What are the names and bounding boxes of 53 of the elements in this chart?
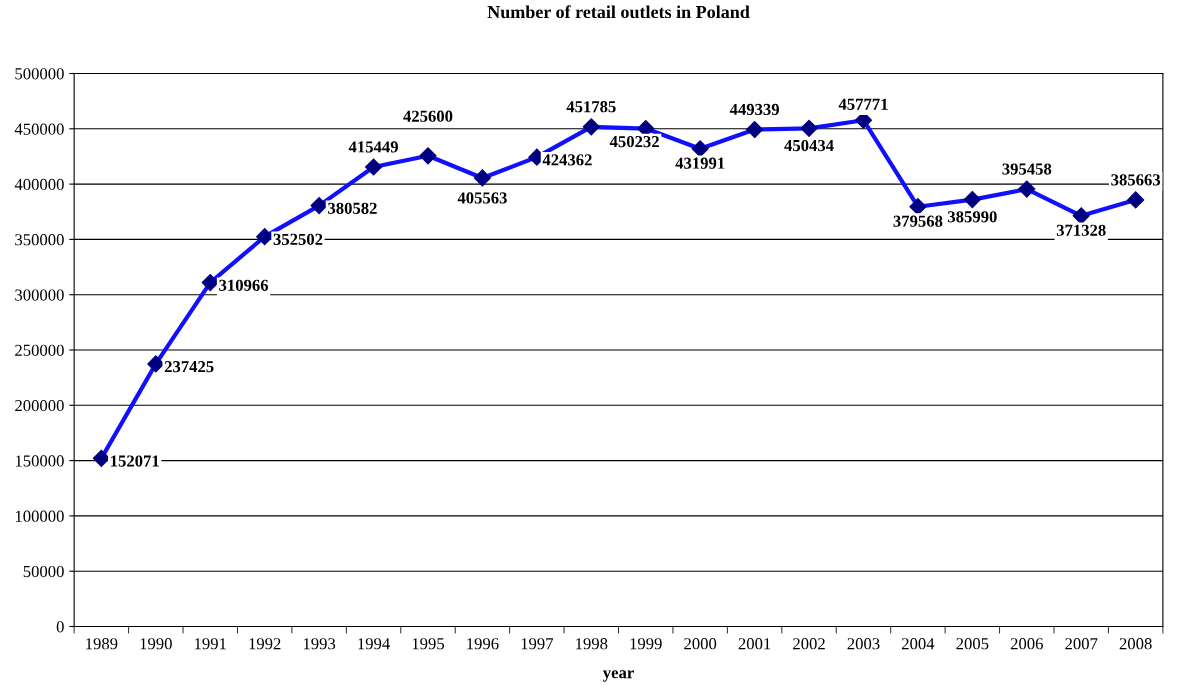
x-tick-label: 1993 [303,638,336,650]
data-label: 451785 [566,101,616,113]
y-tick-label: 50000 [23,565,64,578]
x-tick-label: 2000 [684,638,717,650]
x-tick-label: 2004 [901,638,935,650]
y-tick-label: 350000 [15,234,64,246]
x-tick-label: 1989 [86,638,118,650]
x-tick-label: 2008 [1119,638,1152,650]
data-label: 371328 [1056,224,1106,236]
y-tick-label: 500000 [15,68,64,80]
data-label: 405563 [457,192,507,204]
y-tick-label: 0 [56,621,64,633]
y-tick-label: 400000 [14,178,64,191]
x-tick-label: 2001 [738,638,771,650]
data-label: 431991 [675,157,725,169]
data-label: 450232 [609,135,659,148]
x-tick-label: 1991 [195,638,226,650]
data-label: 310966 [219,279,269,291]
data-label: 415449 [348,141,398,153]
y-tick-label: 150000 [15,455,64,467]
data-label: 449339 [729,103,779,116]
data-label: 385663 [1111,174,1161,186]
data-label: 152071 [111,455,159,467]
x-tick-label: 1999 [630,638,662,650]
data-label: 424362 [542,154,592,166]
x-tick-label: 1995 [412,638,444,650]
y-tick-label: 450000 [14,123,64,135]
data-label: 457771 [838,98,888,110]
data-label: 237425 [164,361,214,373]
data-label: 352502 [273,233,323,245]
y-tick-label: 100000 [15,510,64,522]
x-tick-label: 1994 [358,638,390,650]
data-label: 385990 [947,211,997,223]
x-tick-label: 1990 [140,638,172,650]
x-tick-label: 2002 [793,638,825,650]
data-label: 425600 [403,110,453,122]
data-label: 379568 [893,215,943,227]
chart-title: Number of retail outlets in Poland [487,5,750,19]
x-axis-title: year [602,670,634,682]
x-tick-label: 2005 [956,638,989,650]
y-tick-label: 200000 [15,400,64,412]
y-tick-label: 250000 [15,344,64,356]
y-tick-label: 300000 [15,289,64,301]
data-label: 450434 [784,139,834,152]
x-tick-label: 1997 [521,638,554,650]
x-tick-label: 1996 [467,638,499,650]
x-tick-label: 2003 [847,638,880,650]
x-tick-label: 2007 [1065,638,1098,650]
x-tick-label: 1998 [576,638,608,650]
data-label: 380582 [328,202,377,214]
data-label: 395458 [1002,163,1052,175]
x-tick-label: 2006 [1010,638,1043,650]
x-tick-label: 1992 [249,638,281,650]
